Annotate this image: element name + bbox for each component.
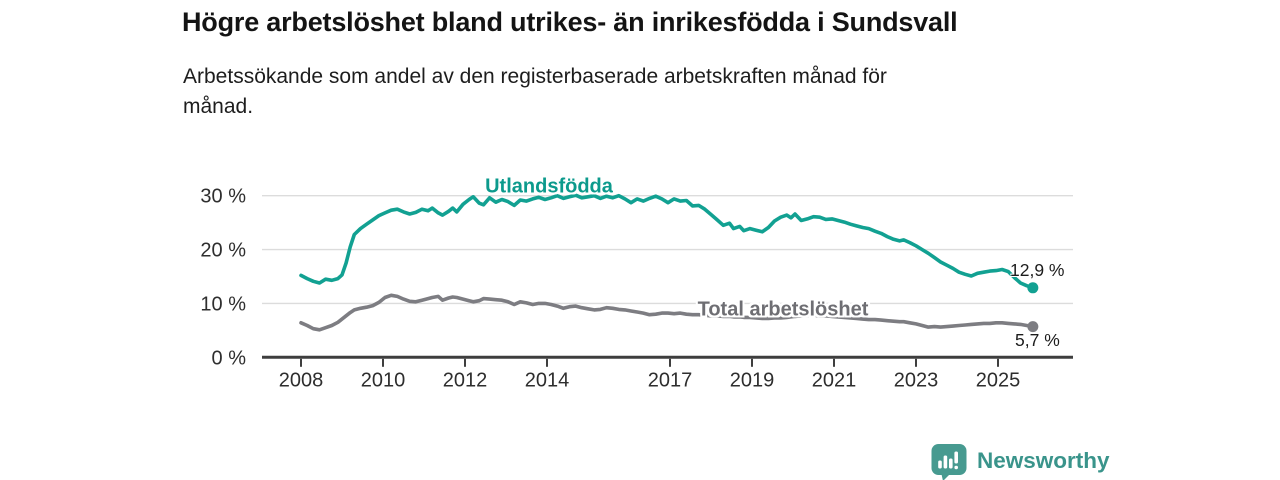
y-tick-label: 30 % <box>200 186 246 208</box>
series-label-utlandsfodda: Utlandsfödda <box>485 175 613 198</box>
series-line-total <box>299 293 1035 332</box>
brand-name: Newsworthy <box>977 448 1110 473</box>
x-tick-label: 2014 <box>525 369 570 391</box>
x-tick-label: 2023 <box>894 369 939 391</box>
chart-subtitle: Arbetssökande som andel av den registerb… <box>183 65 887 118</box>
plot-area: 0 % 10 % 20 % 30 % 2008 2010 2012 2014 2017 2019 2… <box>200 186 1073 391</box>
series-end-dot-total <box>1027 321 1039 333</box>
x-tick-label: 2012 <box>443 369 488 391</box>
series-line-utlandsfodda <box>299 193 1035 290</box>
chart-title: Högre arbetslöshet bland utrikes- än inr… <box>182 7 958 37</box>
x-tick-label: 2025 <box>976 369 1021 391</box>
series-label-total-arbetsloshet: Total arbetslöshet <box>697 298 869 321</box>
newsworthy-logo-icon <box>931 444 967 480</box>
end-value-label-utlandsfodda: 12,9 % <box>1010 260 1065 280</box>
end-value-label-total: 5,7 % <box>1015 330 1060 350</box>
y-tick-label: 0 % <box>212 347 247 369</box>
series-end-dot-utlandsfodda <box>1027 282 1039 294</box>
x-tick-label: 2008 <box>279 369 324 391</box>
x-tick-label: 2017 <box>648 369 693 391</box>
x-tick-label: 2019 <box>730 369 775 391</box>
x-tick-label: 2010 <box>361 369 406 391</box>
y-tick-label: 10 % <box>200 293 246 315</box>
y-tick-label: 20 % <box>200 240 246 262</box>
x-tick-label: 2021 <box>812 369 857 391</box>
